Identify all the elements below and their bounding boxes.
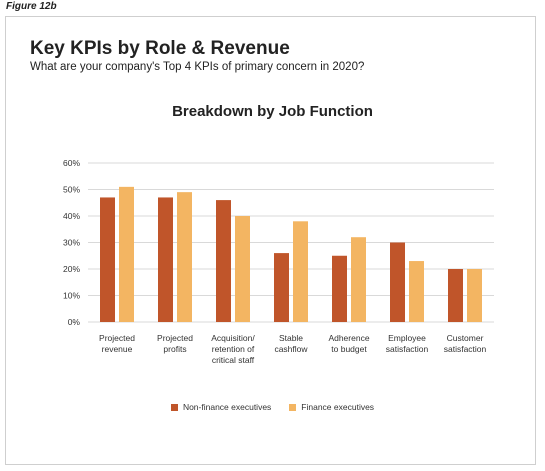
legend-item-non-finance: Non-finance executives (170, 402, 272, 412)
bar (235, 216, 250, 322)
bar (158, 197, 173, 322)
bar (332, 255, 347, 322)
x-tick-label: Acquisition/retention of critical staff (211, 333, 255, 365)
bar (119, 186, 134, 322)
chart-title: Breakdown by Job Function (172, 103, 373, 120)
x-tick-label: Adherence to budget (328, 333, 369, 354)
bar (409, 261, 424, 322)
legend-swatch-finance (289, 403, 297, 411)
y-tick-label: 30% (63, 238, 80, 248)
figure-label: Figure 12b (6, 1, 57, 12)
legend-label-non-finance: Non-finance executives (182, 402, 272, 412)
legend: Non-finance executives Finance executive… (0, 402, 545, 412)
bar (100, 197, 115, 322)
legend-item-finance: Finance executives (289, 402, 374, 412)
figure-frame (5, 16, 536, 465)
y-tick-label: 50% (63, 185, 80, 195)
y-tick-label: 10% (63, 291, 80, 301)
legend-swatch-non-finance (170, 403, 178, 411)
bar (467, 269, 482, 322)
x-tick-label: Projected revenue (99, 333, 135, 354)
bar (448, 269, 463, 322)
x-tick-label: Projected profits (157, 333, 193, 354)
x-tick-label: Customer satisfaction (444, 333, 487, 354)
page-subtitle: What are your company's Top 4 KPIs of pr… (30, 61, 365, 73)
x-tick-label: Employee satisfaction (386, 333, 429, 354)
page-title: Key KPIs by Role & Revenue (30, 38, 290, 59)
bar (351, 237, 366, 322)
y-tick-label: 60% (63, 158, 80, 168)
x-tick-label: Stable cashflow (274, 333, 308, 354)
y-tick-label: 20% (63, 264, 80, 274)
y-tick-label: 40% (63, 211, 80, 221)
bar (293, 221, 308, 322)
y-tick-label: 0% (68, 317, 81, 327)
bar (177, 192, 192, 322)
bar (216, 200, 231, 322)
legend-label-finance: Finance executives (301, 402, 375, 412)
bar (390, 242, 405, 322)
bar (274, 253, 289, 322)
